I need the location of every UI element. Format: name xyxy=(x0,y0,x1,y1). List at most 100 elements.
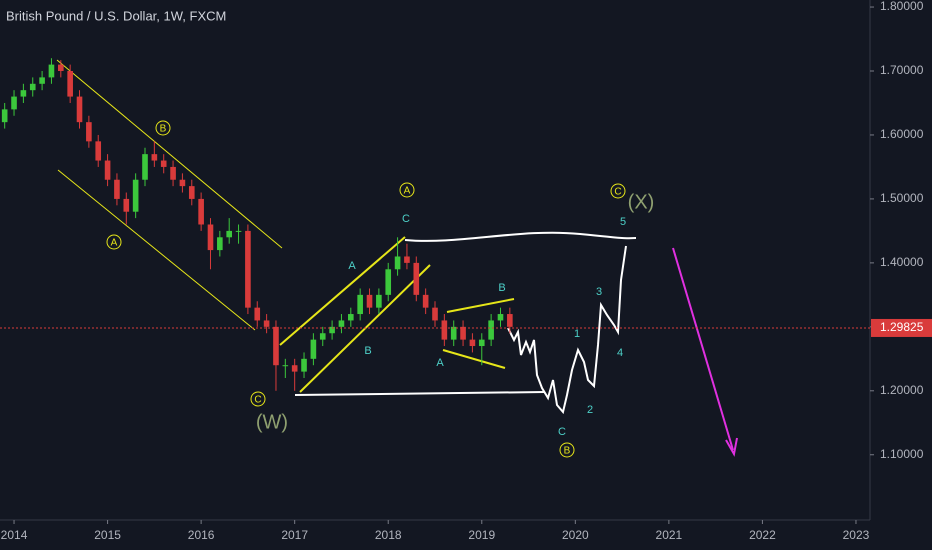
channel-line xyxy=(57,169,256,331)
candle-body xyxy=(86,122,92,142)
y-tick-label: 1.40000 xyxy=(880,255,924,269)
triangle-line xyxy=(442,349,506,369)
wave-circle xyxy=(399,182,415,198)
wave-label: B xyxy=(364,345,371,357)
wave-label: C xyxy=(254,395,261,406)
last-price-box xyxy=(871,318,932,337)
wave-label: 4 xyxy=(617,347,623,359)
candle-body xyxy=(282,365,289,367)
candle-body xyxy=(329,326,335,334)
x-tick-label: 2015 xyxy=(94,528,121,542)
candle-body xyxy=(338,320,345,327)
candle-body xyxy=(310,339,317,359)
candle-body xyxy=(11,96,17,110)
candle-body xyxy=(1,109,8,123)
wave-label: 2 xyxy=(587,404,593,416)
wave-label: 5 xyxy=(620,216,626,228)
candle-body xyxy=(441,320,448,340)
candle-body xyxy=(488,320,494,340)
wave-circle xyxy=(106,234,122,250)
wave-circle xyxy=(250,391,266,407)
wave-label: B xyxy=(498,282,505,294)
candle-body xyxy=(160,160,167,167)
candle-body xyxy=(48,64,55,78)
price-axis xyxy=(870,0,932,550)
wave-label: (X) xyxy=(628,191,655,213)
wave-label: 3 xyxy=(596,286,602,298)
candle-body xyxy=(104,160,111,180)
y-tick-label: 1.70000 xyxy=(880,63,924,77)
x-tick-label: 2018 xyxy=(375,528,402,542)
candle-body xyxy=(235,230,242,232)
candle-body xyxy=(348,314,354,321)
x-tick-label: 2019 xyxy=(468,528,495,542)
wave-label: B xyxy=(564,446,571,457)
candle-body xyxy=(245,230,251,308)
y-tick-label: 1.60000 xyxy=(880,127,924,141)
candle-body xyxy=(366,294,373,308)
wave-label: A xyxy=(111,238,118,249)
drawings xyxy=(56,59,738,457)
candle-body xyxy=(132,179,139,212)
candle-body xyxy=(207,224,214,251)
forecast-arrow-head xyxy=(725,437,738,457)
wave-label: A xyxy=(348,260,356,272)
candle-body xyxy=(319,333,326,340)
projection-path xyxy=(507,245,627,415)
channel-line xyxy=(299,264,431,393)
x-tick-label: 2023 xyxy=(843,528,870,542)
candle-body xyxy=(198,198,204,225)
channel-line xyxy=(56,59,283,249)
wave-label: C xyxy=(402,213,410,225)
candle-body xyxy=(385,269,392,295)
candle-body xyxy=(357,294,363,315)
candle-body xyxy=(151,154,158,161)
range-line xyxy=(294,391,546,396)
candle-body xyxy=(413,262,420,295)
y-tick-label: 1.50000 xyxy=(880,191,924,205)
wave-label: C xyxy=(558,426,566,438)
triangle-line xyxy=(446,298,515,313)
wave-label: A xyxy=(404,186,411,197)
candle-body xyxy=(58,64,64,71)
last-price-label: 1.29825 xyxy=(880,320,924,334)
candle-body xyxy=(422,294,429,308)
candle-body xyxy=(301,358,307,372)
y-tick-label: 1.10000 xyxy=(880,447,924,461)
chart-title: British Pound / U.S. Dollar, 1W, FXCM xyxy=(6,8,226,23)
candle-body xyxy=(469,339,476,347)
range-line xyxy=(404,231,637,242)
y-tick-label: 1.80000 xyxy=(880,0,924,13)
wave-circle xyxy=(559,442,575,458)
candle-body xyxy=(142,154,148,180)
candle-body xyxy=(376,294,382,308)
candle-body xyxy=(394,256,401,270)
candle-body xyxy=(273,326,279,366)
forecast-arrow xyxy=(672,247,734,451)
wave-circle xyxy=(610,183,626,199)
wave-circle xyxy=(155,120,171,136)
candle-body xyxy=(170,166,176,180)
candle-body xyxy=(432,307,438,321)
channel-line xyxy=(279,236,406,346)
wave-label: (W) xyxy=(256,411,288,433)
x-tick-label: 2021 xyxy=(656,528,683,542)
candle-body xyxy=(217,237,223,251)
candle-body xyxy=(179,179,186,187)
x-tick-label: 2017 xyxy=(281,528,308,542)
x-tick-label: 2022 xyxy=(749,528,776,542)
candle-body xyxy=(263,320,270,327)
candle-body xyxy=(39,77,45,84)
candle-body xyxy=(123,198,130,212)
wave-label: B xyxy=(160,124,167,135)
wave-label: A xyxy=(436,357,444,369)
wave-label: C xyxy=(614,187,621,198)
candle-body xyxy=(460,326,466,340)
x-tick-label: 2014 xyxy=(1,528,28,542)
candle-body xyxy=(507,314,513,327)
x-tick-label: 2016 xyxy=(188,528,215,542)
candle-body xyxy=(95,141,102,161)
